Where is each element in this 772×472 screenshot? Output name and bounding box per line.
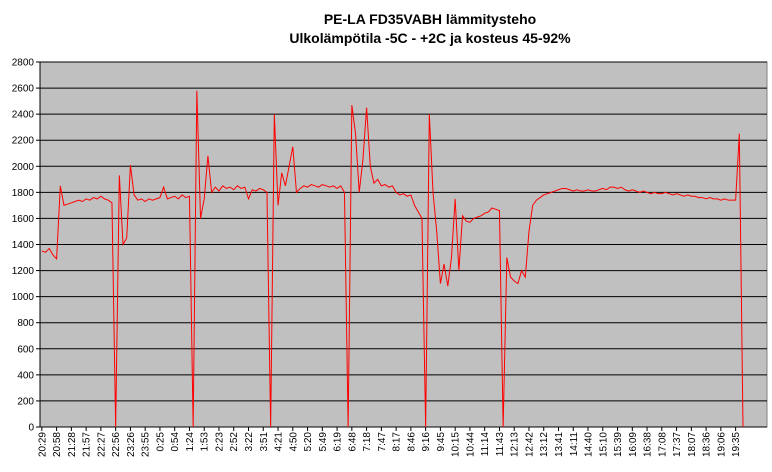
y-tick-label: 200 xyxy=(17,396,34,407)
x-tick-label: 20:58 xyxy=(52,432,63,457)
x-tick-label: 22:56 xyxy=(111,432,122,457)
y-tick-label: 2200 xyxy=(12,136,35,147)
x-tick-label: 12:42 xyxy=(524,432,535,457)
x-tick-label: 12:13 xyxy=(510,432,521,457)
x-tick-label: 16:09 xyxy=(628,432,639,457)
x-tick-label: 14:40 xyxy=(584,432,595,457)
y-tick-label: 2800 xyxy=(12,58,35,69)
y-tick-label: 600 xyxy=(17,344,34,355)
x-tick-label: 4:21 xyxy=(274,432,285,452)
y-tick-label: 800 xyxy=(17,318,34,329)
x-tick-label: 0:54 xyxy=(170,432,181,452)
x-tick-label: 17:08 xyxy=(657,432,668,457)
x-tick-label: 5:20 xyxy=(303,432,314,452)
x-tick-label: 3:51 xyxy=(259,432,270,452)
x-tick-label: 19:06 xyxy=(716,432,727,457)
data-line xyxy=(41,90,744,428)
x-tick-label: 19:35 xyxy=(731,432,742,457)
x-tick-label: 8:17 xyxy=(392,432,403,452)
x-tick-label: 0:25 xyxy=(155,432,166,452)
x-tick-label: 1:24 xyxy=(185,432,196,452)
y-tick-label: 1200 xyxy=(12,266,35,277)
y-tick-label: 2400 xyxy=(12,110,35,121)
x-tick-label: 7:47 xyxy=(377,432,388,452)
x-tick-label: 11:14 xyxy=(480,432,491,457)
x-tick-label: 20:29 xyxy=(37,432,48,457)
y-tick-label: 1400 xyxy=(12,240,35,251)
y-tick-label: 1600 xyxy=(12,214,35,225)
x-tick-label: 23:26 xyxy=(126,432,137,457)
x-tick-label: 10:44 xyxy=(465,432,476,457)
x-tick-label: 5:49 xyxy=(318,432,329,452)
x-tick-label: 6:48 xyxy=(347,432,358,452)
x-tick-label: 14:11 xyxy=(569,432,580,457)
x-tick-label: 6:19 xyxy=(333,432,344,452)
x-tick-label: 1:53 xyxy=(200,432,211,452)
x-tick-label: 9:16 xyxy=(421,432,432,452)
x-tick-label: 8:46 xyxy=(406,432,417,452)
x-tick-label: 13:41 xyxy=(554,432,565,457)
x-tick-label: 3:22 xyxy=(244,432,255,452)
x-tick-label: 4:50 xyxy=(288,432,299,452)
x-tick-label: 2:23 xyxy=(214,432,225,452)
y-tick-label: 400 xyxy=(17,370,34,381)
x-tick-label: 2:52 xyxy=(229,432,240,452)
y-tick-label: 2600 xyxy=(12,84,35,95)
x-tick-label: 13:12 xyxy=(539,432,550,457)
chart-title: PE-LA FD35VABH lämmitysteho xyxy=(324,11,536,27)
y-tick-label: 0 xyxy=(28,423,34,434)
x-tick-label: 9:45 xyxy=(436,432,447,452)
x-tick-label: 11:43 xyxy=(495,432,506,457)
x-tick-label: 22:27 xyxy=(96,432,107,457)
y-tick-label: 2000 xyxy=(12,162,35,173)
x-tick-label: 21:28 xyxy=(67,432,78,457)
y-tick-label: 1000 xyxy=(12,292,35,303)
x-tick-label: 7:18 xyxy=(362,432,373,452)
x-tick-label: 10:15 xyxy=(451,432,462,457)
x-tick-label: 15:39 xyxy=(613,432,624,457)
y-tick-label: 1800 xyxy=(12,188,35,199)
x-tick-label: 18:07 xyxy=(687,432,698,457)
x-tick-label: 17:37 xyxy=(672,432,683,457)
x-tick-label: 16:38 xyxy=(643,432,654,457)
chart-subtitle: Ulkolämpötila -5C - +2C ja kosteus 45-92… xyxy=(289,30,571,46)
x-tick-label: 23:55 xyxy=(141,432,152,457)
x-tick-label: 18:36 xyxy=(702,432,713,457)
x-tick-label: 15:10 xyxy=(598,432,609,457)
x-tick-label: 21:57 xyxy=(82,432,93,457)
